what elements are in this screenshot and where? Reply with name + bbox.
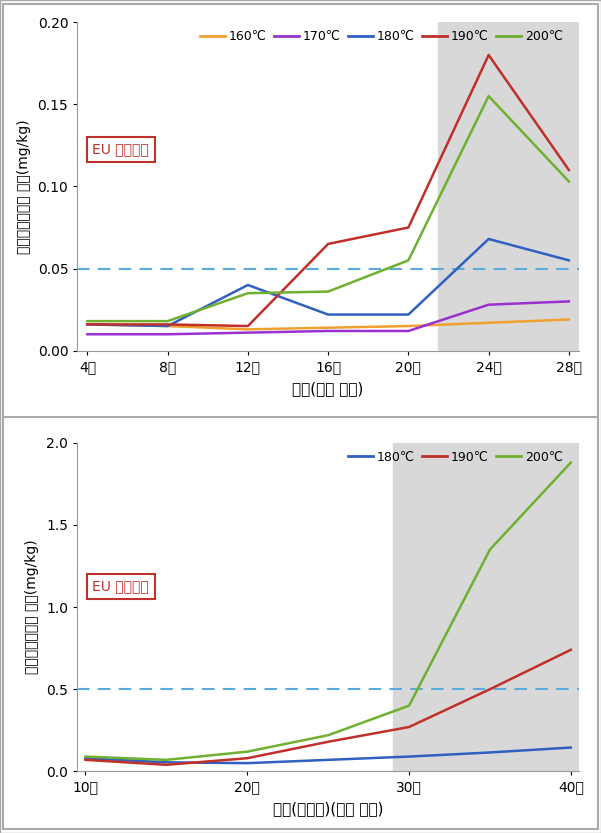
Bar — [439, 22, 589, 351]
Legend: 180℃, 190℃, 200℃: 180℃, 190℃, 200℃ — [343, 446, 567, 469]
Text: EU 권고기준: EU 권고기준 — [93, 580, 149, 594]
Legend: 160℃, 170℃, 180℃, 190℃, 200℃: 160℃, 170℃, 180℃, 190℃, 200℃ — [195, 25, 567, 48]
Y-axis label: 아크릴아마이드 함량(mg/kg): 아크릴아마이드 함량(mg/kg) — [17, 119, 31, 254]
X-axis label: 빵류(조리 시간): 빵류(조리 시간) — [293, 381, 364, 396]
X-axis label: 서류(감자류)(조리 시간): 서류(감자류)(조리 시간) — [273, 801, 383, 816]
Bar — [393, 443, 595, 771]
Text: EU 권고기준: EU 권고기준 — [93, 142, 149, 157]
Y-axis label: 아크릴아마이드 함량(mg/kg): 아크릴아마이드 함량(mg/kg) — [25, 540, 40, 675]
